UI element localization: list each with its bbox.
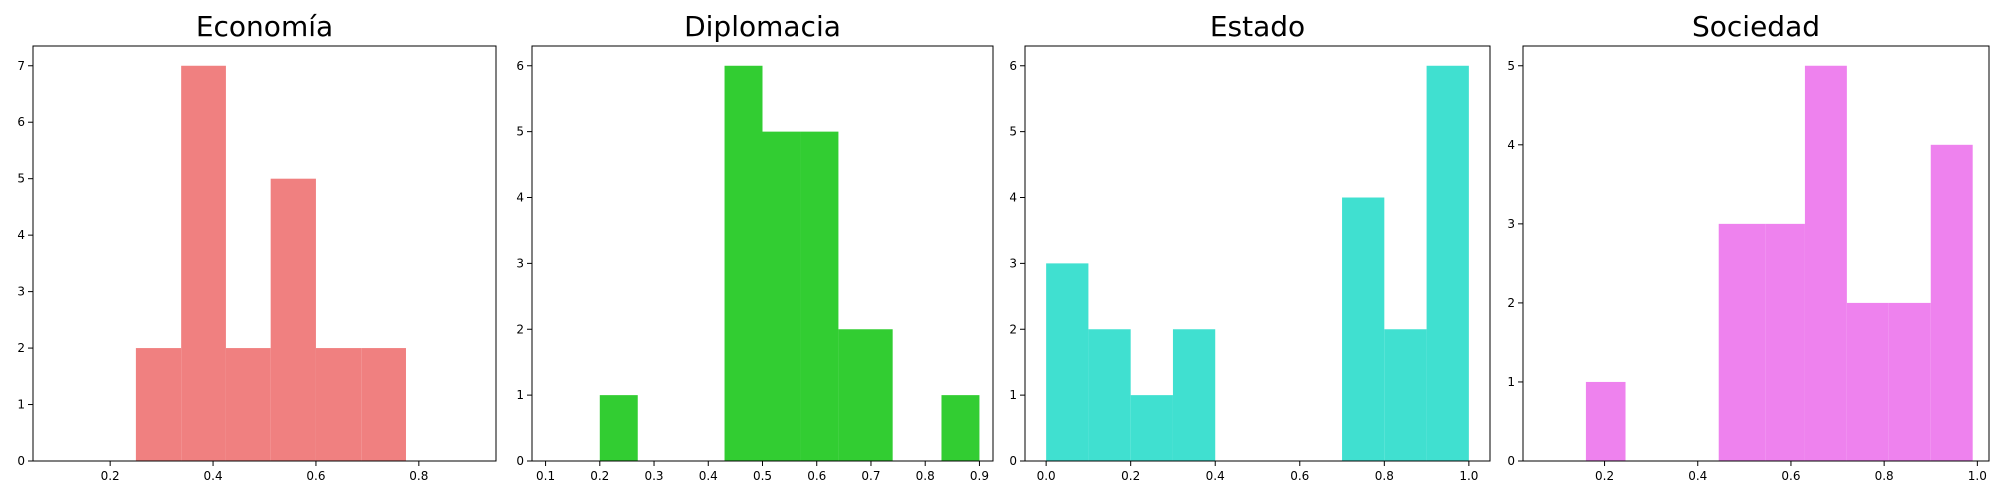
histogram-bar (599, 395, 638, 461)
y-tick-label: 3 (516, 256, 524, 270)
y-tick-label: 2 (516, 322, 524, 336)
x-tick-label: 0.9 (970, 469, 989, 483)
histogram-bar (181, 65, 226, 461)
x-tick-label: 1.0 (1968, 469, 1987, 483)
histogram-bar (838, 329, 893, 461)
y-tick-label: 5 (1507, 59, 1515, 73)
x-tick-label: 0.4 (1206, 469, 1225, 483)
axes-frame (1522, 45, 1990, 462)
histogram-bar (1765, 223, 1805, 461)
y-tick-label: 5 (1009, 125, 1017, 139)
histogram-panel-3: Estado 0.0 0.2 0.4 0.6 0.8 1.0 0 1 2 3 4 5 6 (1009, 10, 1491, 483)
histogram-bar (762, 131, 801, 461)
x-tick-label: 0.4 (1688, 469, 1707, 483)
y-tick-label: 3 (17, 285, 25, 299)
y-tick-label: 1 (1009, 388, 1017, 402)
histogram-bar (315, 348, 362, 461)
y-tick-label: 2 (1507, 296, 1515, 310)
histogram-bar (1888, 302, 1931, 461)
y-tick-label: 1 (516, 388, 524, 402)
x-tick-label: 0.8 (409, 469, 428, 483)
x-tick-label: 1.0 (1459, 469, 1478, 483)
y-tick-label: 1 (17, 398, 25, 412)
histogram-bar (361, 348, 406, 461)
y-tick-label: 0 (516, 454, 524, 468)
x-tick-label: 0.3 (644, 469, 663, 483)
histogram-bar (1585, 381, 1626, 461)
histogram-panel-1: Economía 0.2 0.4 0.6 0.8 0 1 2 3 4 5 6 7 (17, 10, 497, 483)
y-tick-label: 6 (1009, 59, 1017, 73)
y-tick-label: 6 (17, 115, 25, 129)
y-tick-label: 7 (17, 59, 25, 73)
panel-title: Economía (196, 10, 333, 43)
histogram-bar (1130, 395, 1173, 461)
y-tick-label: 0 (1507, 454, 1515, 468)
y-tick-label: 5 (17, 172, 25, 186)
axes-frame (32, 45, 497, 462)
histogram-bar (1172, 329, 1216, 461)
histogram-bar (1046, 263, 1089, 461)
histogram-bar (225, 348, 271, 461)
x-tick-label: 0.6 (306, 469, 325, 483)
panel-title: Estado (1210, 10, 1305, 43)
x-tick-label: 0.8 (1375, 469, 1394, 483)
histogram-bar (270, 178, 316, 461)
x-tick-label: 0.7 (861, 469, 880, 483)
panel-title: Sociedad (1692, 10, 1820, 43)
x-tick-label: 0.6 (1781, 469, 1800, 483)
histogram-bar (1846, 302, 1889, 461)
histogram-panel-4: Sociedad 0.2 0.4 0.6 0.8 1.0 0 1 2 3 4 5 (1507, 10, 1990, 483)
histogram-bar (941, 395, 980, 461)
x-tick-label: 0.6 (807, 469, 826, 483)
y-tick-label: 4 (516, 191, 524, 205)
y-tick-label: 6 (516, 59, 524, 73)
y-tick-label: 4 (17, 228, 25, 242)
x-tick-label: 0.8 (1875, 469, 1894, 483)
y-tick-label: 3 (1507, 217, 1515, 231)
x-tick-label: 0.2 (590, 469, 609, 483)
axes-frame (1024, 45, 1491, 462)
x-tick-label: 0.2 (1121, 469, 1140, 483)
histogram-panel-2: Diplomacia 0.1 0.2 0.3 0.4 0.5 0.6 0.7 0.8 0.9 0 1 2… (516, 10, 994, 483)
x-tick-label: 0.2 (101, 469, 120, 483)
histogram-bar (1930, 144, 1973, 461)
y-tick-label: 2 (1009, 322, 1017, 336)
panel-title: Diplomacia (684, 10, 841, 43)
histogram-bar (1088, 329, 1131, 461)
x-tick-label: 0.8 (916, 469, 935, 483)
y-tick-label: 2 (17, 341, 25, 355)
x-tick-label: 0.1 (536, 469, 555, 483)
x-tick-label: 0.5 (753, 469, 772, 483)
y-tick-label: 0 (1009, 454, 1017, 468)
x-tick-label: 0.4 (699, 469, 718, 483)
histogram-bar (724, 65, 763, 461)
x-tick-label: 0.6 (1290, 469, 1309, 483)
histogram-bar (135, 348, 182, 461)
histogram-bar (1342, 197, 1385, 461)
histogram-bar (1426, 65, 1469, 461)
y-tick-label: 3 (1009, 256, 1017, 270)
y-tick-label: 4 (1507, 138, 1515, 152)
x-tick-label: 0.4 (204, 469, 223, 483)
x-tick-label: 0.0 (1037, 469, 1056, 483)
x-tick-label: 0.2 (1595, 469, 1614, 483)
y-tick-label: 4 (1009, 191, 1017, 205)
y-tick-label: 0 (17, 454, 25, 468)
histogram-bar (800, 131, 839, 461)
y-tick-label: 1 (1507, 375, 1515, 389)
histogram-bar (1718, 223, 1766, 461)
histogram-bar (1804, 65, 1847, 461)
y-tick-label: 5 (516, 125, 524, 139)
histogram-bar (1384, 329, 1427, 461)
